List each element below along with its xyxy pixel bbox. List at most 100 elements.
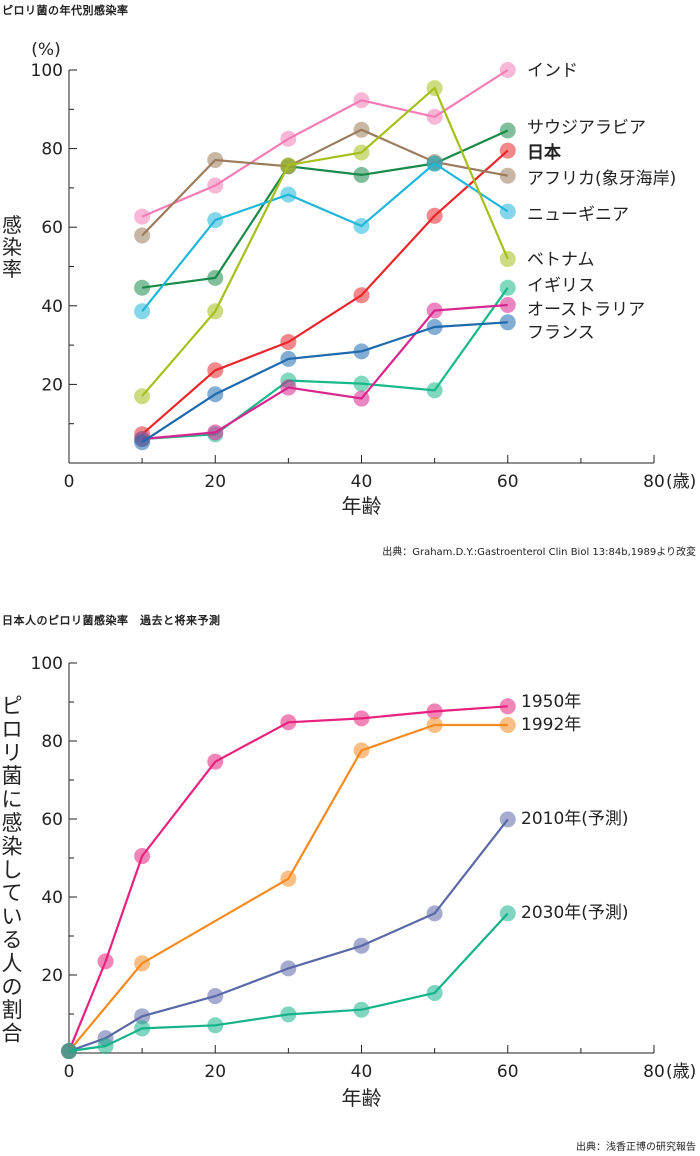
data-point bbox=[280, 870, 297, 887]
data-point bbox=[280, 333, 297, 350]
y-axis-title-char: 人 bbox=[2, 951, 23, 975]
series-4 bbox=[61, 905, 516, 1060]
data-point bbox=[426, 207, 443, 224]
legend-label: サウジアラビア bbox=[527, 118, 646, 138]
data-point bbox=[353, 390, 370, 407]
series-6 bbox=[134, 80, 516, 405]
y-unit-label: (%) bbox=[31, 40, 60, 60]
data-point bbox=[207, 177, 224, 194]
series-4 bbox=[134, 121, 516, 244]
data-point bbox=[207, 212, 224, 229]
series-line bbox=[67, 705, 508, 1052]
y-axis-title-char: 染 bbox=[2, 235, 22, 259]
legend-label: 日本 bbox=[527, 142, 561, 163]
data-point bbox=[134, 208, 151, 225]
data-point bbox=[280, 714, 297, 731]
y-axis-title-char: 菌 bbox=[2, 764, 23, 788]
series-line bbox=[141, 149, 509, 436]
y-axis-title-char: る bbox=[2, 928, 23, 952]
series-line bbox=[141, 162, 509, 312]
data-point bbox=[426, 382, 443, 399]
y-tick-label: 100 bbox=[31, 61, 63, 81]
data-point bbox=[134, 279, 151, 296]
data-point bbox=[97, 953, 114, 970]
data-point bbox=[207, 151, 224, 168]
data-point bbox=[207, 424, 224, 441]
data-point bbox=[499, 167, 516, 184]
y-axis-title-char: 染 bbox=[2, 834, 23, 858]
y-axis-title-char: ロ bbox=[2, 717, 23, 741]
y-tick-label: 80 bbox=[41, 732, 63, 752]
legend-label: 1992年 bbox=[521, 715, 581, 735]
data-point bbox=[207, 753, 224, 770]
legend-label: 2030年(予測) bbox=[521, 903, 629, 923]
x-tick-label: 80 bbox=[643, 472, 665, 492]
data-point bbox=[207, 386, 224, 403]
y-axis-title-char: ピ bbox=[2, 694, 23, 718]
data-point bbox=[207, 1017, 224, 1034]
data-point bbox=[499, 297, 516, 314]
x-tick-label: 20 bbox=[204, 1062, 226, 1082]
chart2-source: 出典：浅香正博の研究報告 bbox=[576, 1142, 696, 1153]
data-point bbox=[353, 710, 370, 727]
y-tick-label: 40 bbox=[41, 888, 63, 908]
data-point bbox=[134, 848, 151, 865]
legend-label: オーストラリア bbox=[527, 300, 645, 320]
y-tick-label: 60 bbox=[41, 810, 63, 830]
data-point bbox=[426, 905, 443, 922]
data-point bbox=[499, 905, 516, 922]
data-point bbox=[353, 166, 370, 183]
y-axis-title-char: 感 bbox=[2, 811, 23, 835]
data-point bbox=[280, 130, 297, 147]
data-point bbox=[426, 703, 443, 720]
x-tick-label: 40 bbox=[351, 1062, 373, 1082]
series-line bbox=[141, 69, 509, 218]
data-point bbox=[280, 1006, 297, 1023]
x-tick-label: 60 bbox=[497, 1062, 519, 1082]
series-line bbox=[68, 723, 508, 1052]
data-point bbox=[353, 121, 370, 138]
series-line bbox=[141, 321, 508, 444]
data-point bbox=[426, 302, 443, 319]
series-7 bbox=[134, 279, 516, 448]
y-axis-title-char: て bbox=[2, 881, 23, 905]
series-8 bbox=[134, 297, 516, 448]
legend-label: インド bbox=[527, 61, 578, 81]
data-point bbox=[353, 144, 370, 161]
series-1 bbox=[134, 62, 516, 225]
data-point bbox=[207, 303, 224, 320]
y-axis-title-char: い bbox=[2, 905, 23, 929]
chart2-heading: 日本人のピロリ菌感染率 過去と将来予測 bbox=[2, 614, 221, 627]
y-tick-label: 40 bbox=[41, 297, 63, 317]
data-point bbox=[426, 80, 443, 97]
data-point bbox=[134, 1008, 151, 1025]
data-point bbox=[426, 319, 443, 336]
series-9 bbox=[134, 314, 516, 451]
y-axis-title-char: の bbox=[2, 975, 23, 999]
y-tick-label: 20 bbox=[41, 375, 63, 395]
series-1 bbox=[61, 698, 516, 1060]
x-axis-title: 年齢 bbox=[342, 494, 382, 518]
data-point bbox=[134, 303, 151, 320]
x-tick-label: 80 bbox=[643, 1062, 665, 1082]
y-tick-label: 60 bbox=[41, 218, 63, 238]
x-tick-label: 0 bbox=[64, 472, 75, 492]
data-point bbox=[499, 698, 516, 715]
data-point bbox=[134, 955, 151, 972]
y-tick-label: 100 bbox=[31, 654, 63, 674]
y-axis-title-char: 感 bbox=[2, 213, 22, 237]
legend-label: アフリカ(象牙海岸) bbox=[527, 169, 676, 189]
series-line bbox=[141, 128, 509, 237]
data-point bbox=[499, 314, 516, 331]
chart1-heading: ピロリ菌の年代別感染率 bbox=[2, 4, 129, 17]
x-tick-label: 0 bbox=[64, 1062, 75, 1082]
data-point bbox=[353, 375, 370, 392]
data-point bbox=[426, 108, 443, 125]
data-point bbox=[280, 157, 297, 174]
y-tick-label: 20 bbox=[41, 966, 63, 986]
data-point bbox=[207, 269, 224, 286]
legend-label: フランス bbox=[527, 323, 595, 343]
y-axis-title-char: し bbox=[2, 858, 23, 882]
data-point bbox=[499, 203, 516, 220]
